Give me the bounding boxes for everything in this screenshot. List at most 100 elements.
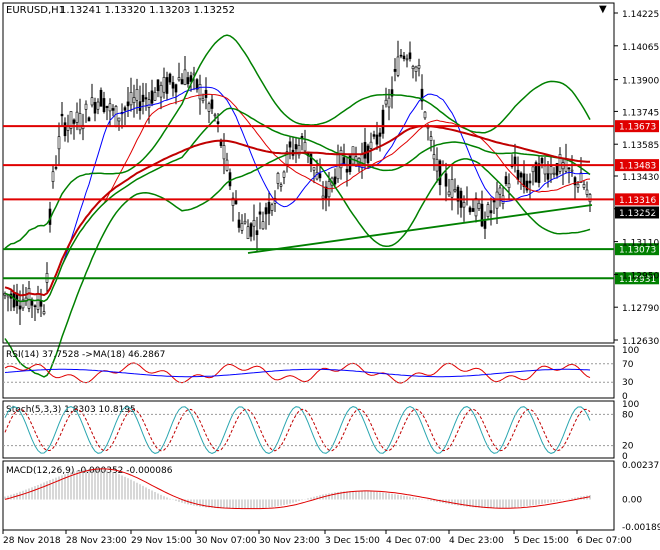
candle-body <box>408 52 412 59</box>
candle-body <box>198 84 202 100</box>
macd-tick-label: 0.00 <box>622 495 642 505</box>
candle-body <box>450 179 454 198</box>
candle-body <box>540 158 544 164</box>
candle-body <box>552 172 556 175</box>
level-price-badge <box>615 159 659 172</box>
candle-body <box>243 220 247 224</box>
candle-body <box>129 92 133 106</box>
candle-body <box>363 142 367 159</box>
candle-body <box>369 141 373 149</box>
candle-body <box>567 167 571 170</box>
candle-body <box>549 166 553 175</box>
candle-body <box>321 195 325 199</box>
main-price-panel[interactable]: EURUSD,H1 1.13241 1.13320 1.13203 1.1325… <box>2 2 659 378</box>
candle-body <box>171 82 175 89</box>
candle-body <box>426 126 430 129</box>
rsi-axis: 100 70 30 0 <box>3 346 639 402</box>
candle-body <box>159 85 163 98</box>
candle-body <box>72 119 76 124</box>
candle-body <box>432 154 436 160</box>
candle-body <box>519 172 523 178</box>
candle-body <box>318 173 322 179</box>
candle-body <box>312 167 316 171</box>
candle-body <box>372 134 376 137</box>
candle-body <box>108 103 112 112</box>
candle-body <box>33 305 37 308</box>
candle-body <box>453 189 457 192</box>
candle-body <box>477 202 481 209</box>
level-price-badge <box>615 120 659 133</box>
macd-signal-line <box>4 468 591 510</box>
candle-body <box>288 141 292 148</box>
candle-body <box>411 66 415 69</box>
candle-body <box>21 299 25 309</box>
candle-body <box>189 75 193 82</box>
level-price-label: 1.13073 <box>619 246 656 256</box>
candle-body <box>588 194 592 203</box>
candle-body <box>123 107 127 111</box>
candle-body <box>36 293 40 310</box>
candle-body <box>498 187 502 195</box>
macd-panel-frame <box>2 460 615 531</box>
candle-body <box>78 113 82 131</box>
candle-body <box>42 311 46 315</box>
candle-body <box>138 101 142 111</box>
rsi-tick-label: 70 <box>622 360 634 370</box>
candle-body <box>324 186 328 199</box>
candle-body <box>270 204 274 211</box>
candle-body <box>531 166 535 173</box>
candle-body <box>555 163 559 176</box>
candle-body <box>249 223 253 237</box>
bollinger-mid-line <box>4 107 591 303</box>
symbol-dropdown-icon[interactable]: ▼ <box>599 4 607 15</box>
rsi-tick-label: 30 <box>622 378 634 388</box>
trendline[interactable] <box>247 204 593 254</box>
candle-body <box>582 184 586 188</box>
candle-body <box>228 172 232 187</box>
candle-body <box>69 111 73 129</box>
candle-body <box>336 154 340 180</box>
macd-tick-label: -0.00189 <box>622 523 660 533</box>
time-tick-label: 30 Nov 23:00 <box>259 536 320 546</box>
candle-body <box>39 301 43 307</box>
time-axis: 28 Nov 2018 28 Nov 23:00 29 Nov 15:00 30 No… <box>2 530 632 546</box>
candle-body <box>585 189 589 195</box>
candle-body <box>6 295 10 298</box>
candle-body <box>294 144 298 150</box>
macd-tick-label: 0.002371 <box>622 461 660 471</box>
rsi-panel-frame <box>2 345 615 399</box>
candle-body <box>216 121 220 124</box>
candle-body <box>96 101 100 110</box>
candle-body <box>525 180 529 191</box>
candle-body <box>246 226 250 240</box>
candle-body <box>528 180 532 184</box>
candle-body <box>429 136 433 141</box>
candle-body <box>282 171 286 178</box>
candle-body <box>462 202 466 208</box>
candle-body <box>156 79 160 92</box>
level-price-label: 1.13483 <box>619 162 656 172</box>
rsi-panel[interactable]: RSI(14) 37.7528 ->MA(18) 46.2867 100 70 30… <box>2 345 639 402</box>
time-tick-label: 4 Dec 23:00 <box>449 536 504 546</box>
time-tick-label: 30 Nov 07:00 <box>196 536 257 546</box>
price-tick-label: 1.13900 <box>622 77 659 87</box>
macd-panel[interactable]: MACD(12,26,9) -0.000352 -0.000086 0.0023… <box>2 460 660 533</box>
candle-body <box>54 167 58 169</box>
candle-body <box>543 165 547 175</box>
candle-body <box>447 191 451 196</box>
candle-body <box>57 136 61 150</box>
time-tick-label: 5 Dec 15:00 <box>514 536 569 546</box>
candle-body <box>339 150 343 169</box>
candle-body <box>387 97 391 108</box>
level-price-label: 1.13673 <box>619 123 656 133</box>
horizontal-levels-group[interactable]: 1.13673 1.13483 1.13316 1.13073 1.12931 1.132… <box>3 120 659 285</box>
candle-body <box>99 89 103 107</box>
candle-body <box>201 98 205 102</box>
candle-body <box>111 108 115 111</box>
stoch-label: Stoch(5,3,3) 1.8303 10.8195 <box>6 405 136 415</box>
candle-body <box>114 106 118 127</box>
candle-body <box>516 169 520 180</box>
candle-body <box>417 65 421 69</box>
